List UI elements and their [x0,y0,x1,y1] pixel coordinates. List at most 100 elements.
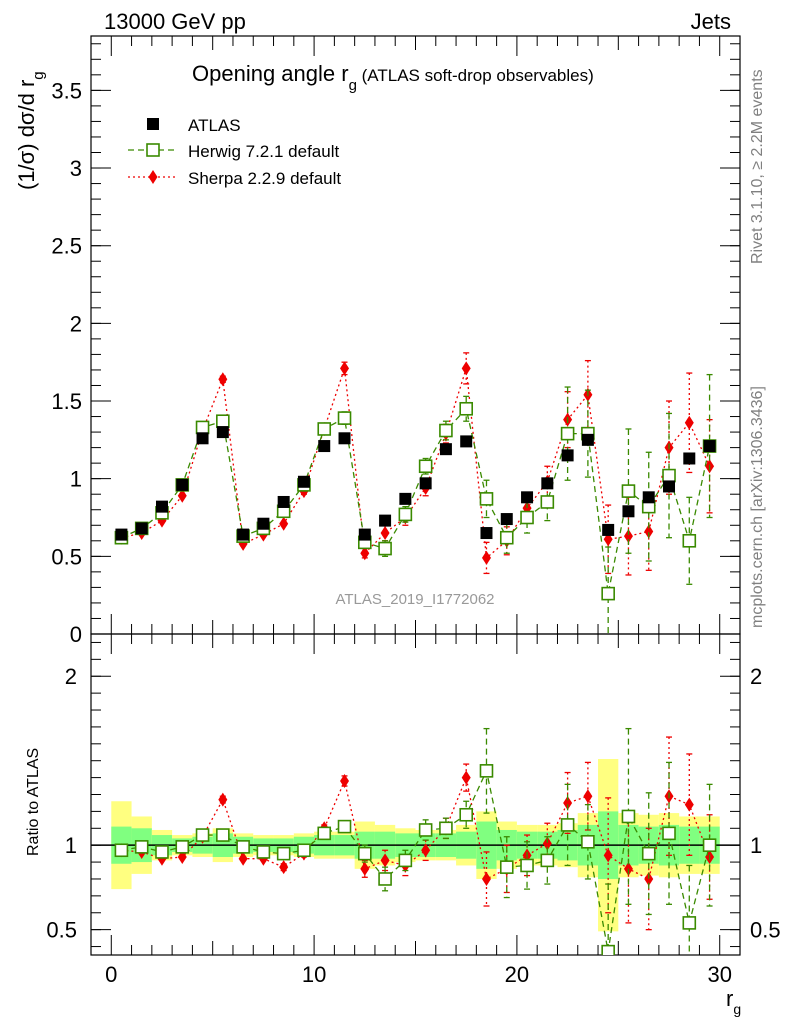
herwig-point [479,492,494,506]
herwig-point [134,840,149,854]
herwig-point [297,843,311,858]
atlas-point [703,440,716,453]
herwig-point [357,846,372,861]
header-right: Jets [691,9,731,34]
atlas-point [358,528,371,541]
herwig-point [459,401,474,416]
legend-sherpa-marker [148,170,158,184]
herwig-point [520,858,534,873]
ratio-ylabel: Ratio to ATLAS [25,748,42,856]
atlas-point [663,480,676,493]
main-ylabel: (1/σ) dσ/d rg [14,71,47,190]
ratio-ytick-label-right: 0.5 [750,918,781,943]
herwig-point [236,840,250,854]
atlas-point [277,495,290,508]
herwig-point [216,828,230,842]
herwig-point [641,846,656,861]
atlas-point [155,500,168,513]
ratio-ytick-label-right: 2 [750,664,762,689]
main-axis-ticks: 0 0.5 1 1.5 2 2.5 3 3.5 [51,36,741,647]
atlas-point [237,528,250,541]
herwig-point [601,944,615,955]
main-ytick-label: 2.5 [51,234,82,259]
herwig-point [702,838,717,852]
herwig-point [378,872,392,886]
sherpa-point [238,851,248,866]
herwig-point [418,823,433,837]
herwig-point [499,860,514,874]
xtick-label: 10 [302,962,326,987]
herwig-point [662,468,676,483]
herwig-point [216,414,230,429]
chart-title: Opening angle rg (ATLAS soft-drop observ… [192,61,594,94]
atlas-point [379,514,392,527]
legend-label: Sherpa 2.2.9 default [188,169,341,188]
atlas-point [216,426,229,439]
atlas-point [541,477,554,490]
sherpa-point [644,524,654,539]
herwig-point [682,534,697,548]
herwig-point [317,826,332,841]
main-ytick-label: 2 [70,311,82,336]
herwig-line [121,407,711,594]
sherpa-point [684,415,694,430]
atlas-point [399,492,412,505]
sherpa-point [360,546,370,561]
main-ytick-label: 1 [70,467,82,492]
atlas-point [257,517,270,530]
sherpa-point [380,853,390,868]
analysis-watermark: ATLAS_2019_I1772062 [335,591,494,608]
atlas-point [297,475,310,488]
herwig-point [540,495,555,509]
atlas-point [115,528,128,541]
ratio-ytick-label: 2 [65,664,77,689]
herwig-point [195,420,210,435]
herwig-point [337,819,352,834]
herwig-point [560,818,575,832]
atlas-point [500,513,513,526]
atlas-point [460,435,473,448]
atlas-point [521,491,534,504]
atlas-point [439,443,452,456]
header-left: 13000 GeV pp [104,9,246,34]
herwig-point [499,530,514,545]
ratio-ytick-label: 0.5 [46,918,77,943]
atlas-point [581,433,594,446]
ratio-data-marks [114,727,717,955]
herwig-point [682,916,697,930]
herwig-point [479,764,494,778]
atlas-point [419,477,432,490]
herwig-point [621,809,636,824]
ratio-frame [90,633,741,956]
ratio-ytick-label: 1 [65,833,77,858]
ratio-axis-ticks: 0.5 0.51 12 20 10 20 30 [46,634,781,987]
rivet-label: Rivet 3.1.10, ≥ 2.2M events [749,69,766,264]
herwig-point [520,510,534,525]
herwig-point [621,484,636,498]
legend-herwig-marker [146,143,160,157]
sherpa-point [340,773,350,788]
main-ytick-label: 0.5 [51,544,82,569]
sherpa-point [684,797,694,812]
herwig-point [256,845,271,859]
xtick-label: 30 [707,962,731,987]
sherpa-point [603,848,613,863]
herwig-point [337,411,352,425]
atlas-point [561,449,574,462]
sherpa-point [644,871,654,886]
xtick-label: 0 [105,962,117,987]
xlabel: rg [726,986,741,1017]
main-ytick-label: 0 [70,622,82,647]
main-data-marks [114,352,717,634]
legend-atlas-marker [147,118,159,130]
legend: ATLAS Herwig 7.2.1 default Sherpa 2.2.9 de… [128,116,341,188]
herwig-point [439,821,453,836]
herwig-point [195,828,210,842]
sherpa-point [481,550,491,565]
atlas-point [622,505,635,518]
sherpa-point [481,871,491,886]
atlas-point [318,440,331,453]
sherpa-line [121,775,711,880]
herwig-point [459,807,474,822]
sherpa-point [623,529,633,544]
